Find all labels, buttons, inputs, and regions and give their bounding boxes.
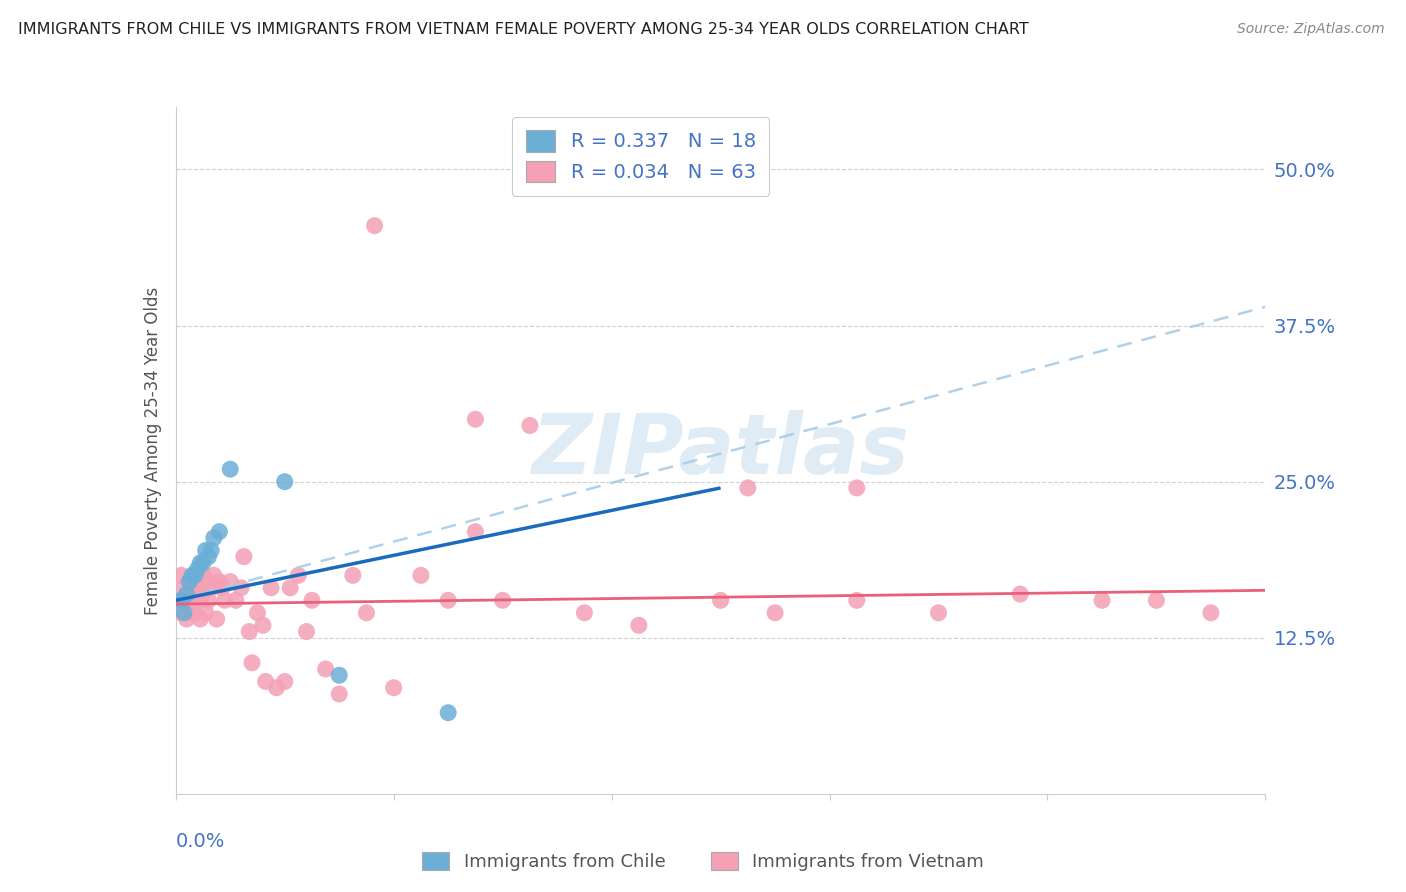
Point — [208, 524, 231, 539]
Point — [238, 624, 260, 639]
Text: ZIPatlas: ZIPatlas — [531, 410, 910, 491]
Point — [464, 524, 486, 539]
Point — [186, 593, 209, 607]
Point — [363, 219, 385, 233]
Point — [208, 574, 231, 589]
Point — [176, 612, 198, 626]
Point — [1199, 606, 1222, 620]
Point — [356, 606, 378, 620]
Text: IMMIGRANTS FROM CHILE VS IMMIGRANTS FROM VIETNAM FEMALE POVERTY AMONG 25-34 YEAR: IMMIGRANTS FROM CHILE VS IMMIGRANTS FROM… — [18, 22, 1029, 37]
Point — [188, 612, 211, 626]
Point — [845, 593, 868, 607]
Point — [1091, 593, 1114, 607]
Point — [197, 593, 219, 607]
Point — [382, 681, 405, 695]
Point — [763, 606, 786, 620]
Point — [214, 593, 236, 607]
Point — [188, 556, 211, 570]
Point — [179, 574, 201, 589]
Point — [194, 543, 217, 558]
Point — [173, 581, 195, 595]
Point — [184, 606, 207, 620]
Point — [197, 574, 219, 589]
Point — [437, 706, 460, 720]
Point — [437, 593, 460, 607]
Point — [278, 581, 301, 595]
Point — [260, 581, 283, 595]
Point — [184, 568, 207, 582]
Point — [181, 593, 204, 607]
Point — [519, 418, 541, 433]
Point — [176, 587, 198, 601]
Point — [464, 412, 486, 426]
Point — [845, 481, 868, 495]
Point — [170, 606, 193, 620]
Point — [1144, 593, 1167, 607]
Point — [179, 574, 201, 589]
Point — [184, 581, 207, 595]
Point — [315, 662, 337, 676]
Point — [186, 581, 209, 595]
Point — [301, 593, 323, 607]
Point — [167, 593, 190, 607]
Point — [181, 568, 204, 582]
Point — [928, 606, 950, 620]
Point — [627, 618, 650, 632]
Legend: Immigrants from Chile, Immigrants from Vietnam: Immigrants from Chile, Immigrants from V… — [415, 845, 991, 879]
Point — [197, 549, 219, 564]
Point — [266, 681, 288, 695]
Point — [574, 606, 596, 620]
Point — [194, 606, 217, 620]
Point — [240, 656, 263, 670]
Point — [205, 612, 228, 626]
Point — [176, 587, 198, 601]
Point — [191, 587, 214, 601]
Point — [246, 606, 269, 620]
Point — [179, 593, 201, 607]
Point — [170, 593, 193, 607]
Point — [342, 568, 364, 582]
Point — [274, 475, 297, 489]
Point — [710, 593, 733, 607]
Point — [1010, 587, 1032, 601]
Point — [173, 606, 195, 620]
Point — [186, 562, 209, 576]
Point — [254, 674, 277, 689]
Point — [219, 462, 242, 476]
Point — [295, 624, 318, 639]
Point — [173, 593, 195, 607]
Point — [202, 568, 225, 582]
Point — [492, 593, 515, 607]
Y-axis label: Female Poverty Among 25-34 Year Olds: Female Poverty Among 25-34 Year Olds — [143, 286, 162, 615]
Point — [200, 543, 222, 558]
Point — [191, 556, 214, 570]
Point — [232, 549, 254, 564]
Point — [225, 593, 247, 607]
Point — [219, 574, 242, 589]
Point — [409, 568, 432, 582]
Legend: R = 0.337   N = 18, R = 0.034   N = 63: R = 0.337 N = 18, R = 0.034 N = 63 — [512, 117, 769, 196]
Point — [287, 568, 309, 582]
Point — [200, 581, 222, 595]
Point — [737, 481, 759, 495]
Text: Source: ZipAtlas.com: Source: ZipAtlas.com — [1237, 22, 1385, 37]
Text: 0.0%: 0.0% — [176, 831, 225, 851]
Point — [170, 568, 193, 582]
Point — [328, 687, 350, 701]
Point — [181, 606, 204, 620]
Point — [328, 668, 350, 682]
Point — [252, 618, 274, 632]
Point — [274, 674, 297, 689]
Point — [231, 581, 253, 595]
Point — [202, 531, 225, 545]
Point — [191, 568, 214, 582]
Point — [211, 581, 233, 595]
